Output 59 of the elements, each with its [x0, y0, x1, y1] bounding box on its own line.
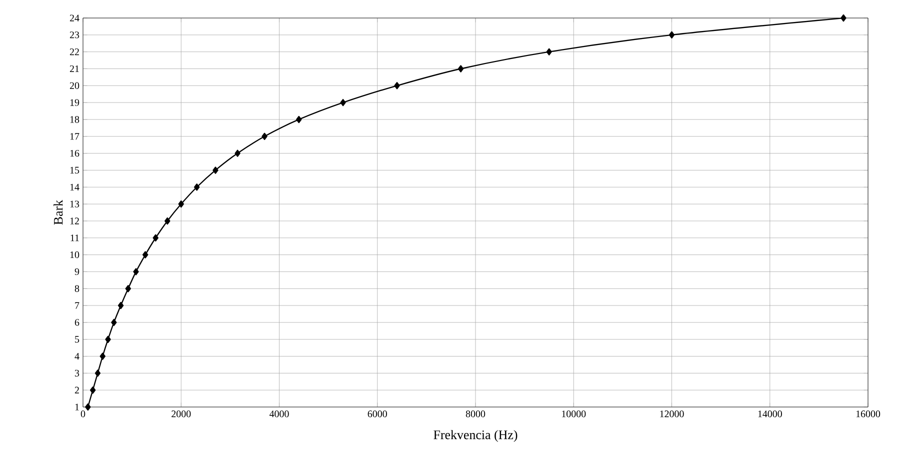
point — [340, 98, 346, 106]
point — [458, 65, 464, 72]
y-tick-label: 6 — [74, 319, 80, 326]
y-tick-label: 10 — [70, 251, 80, 258]
point — [90, 386, 96, 394]
y-tick-label: 19 — [70, 99, 80, 106]
point — [94, 370, 101, 377]
x-tick-label: 0 — [80, 410, 86, 418]
point — [100, 352, 106, 360]
point — [212, 166, 218, 174]
point — [194, 184, 200, 191]
y-tick-label: 11 — [70, 234, 79, 242]
y-tick-label: 23 — [70, 32, 80, 38]
y-tick-label: 14 — [70, 184, 80, 190]
point — [840, 14, 846, 22]
point — [546, 48, 552, 56]
y-tick-label: 22 — [70, 48, 79, 56]
y-tick-label: 5 — [75, 336, 80, 343]
point — [296, 116, 302, 124]
x-tick-label: 10000 — [562, 410, 586, 418]
y-tick-label: 9 — [74, 268, 80, 276]
x-tick-label: 16000 — [856, 410, 880, 418]
x-tick-label: 12000 — [660, 410, 684, 418]
x-tick-label: 4000 — [269, 410, 289, 418]
point — [234, 150, 240, 157]
y-tick-label: 21 — [70, 65, 79, 72]
y-tick-label: 15 — [70, 166, 80, 174]
y-tick-label: 18 — [70, 116, 80, 123]
point — [125, 285, 131, 292]
x-axis-title: Frekvencia (Hz) — [434, 430, 518, 442]
point — [118, 302, 124, 310]
y-tick-label: 7 — [75, 302, 80, 309]
y-tick-label: 2 — [74, 386, 79, 394]
point — [152, 234, 158, 242]
point — [394, 82, 400, 90]
x-tick-label: 14000 — [758, 410, 782, 418]
x-tick-label: 6000 — [368, 410, 387, 418]
point — [105, 336, 111, 343]
point — [178, 200, 184, 208]
y-tick-label: 3 — [74, 370, 80, 377]
point — [164, 217, 170, 225]
y-tick-label: 17 — [70, 133, 80, 140]
y-tick-label: 16 — [70, 150, 80, 157]
x-tick-label: 2000 — [172, 410, 191, 418]
point — [111, 318, 117, 326]
y-tick-label: 20 — [70, 82, 80, 90]
point — [142, 251, 148, 258]
y-tick-label: 4 — [74, 352, 80, 360]
y-tick-label: 1 — [75, 404, 79, 410]
y-axis-title: Bark — [54, 200, 63, 225]
x-tick-label: 8000 — [466, 410, 486, 418]
y-tick-label: 12 — [70, 218, 79, 224]
point — [133, 268, 139, 276]
point — [262, 132, 268, 140]
point — [668, 31, 675, 39]
y-tick-label: 8 — [74, 285, 80, 292]
point — [85, 403, 91, 411]
y-tick-label: 13 — [70, 200, 80, 208]
y-tick-label: 24 — [70, 14, 80, 22]
